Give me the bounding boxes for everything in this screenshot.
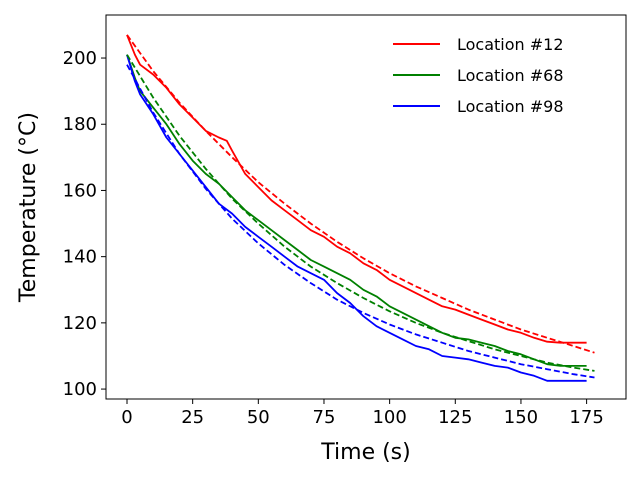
legend-label: Location #12 (457, 35, 564, 54)
y-tick-label: 120 (63, 313, 97, 334)
fit-line-5 (126, 64, 595, 379)
y-axis-label: Temperature (°C) (16, 112, 41, 303)
x-tick-label: 50 (247, 407, 270, 428)
y-tick-label: 200 (63, 48, 97, 69)
x-axis-label: Time (s) (320, 440, 410, 465)
x-tick-label: 125 (438, 407, 472, 428)
y-tick-label: 100 (63, 379, 97, 400)
legend-label: Location #68 (457, 66, 564, 85)
legend: Location #12 Location #68 Location #98 (393, 35, 564, 116)
x-tick-label: 150 (504, 407, 538, 428)
y-tick-label: 180 (63, 114, 97, 135)
x-tick-label: 0 (121, 407, 132, 428)
y-tick-label: 160 (63, 180, 97, 201)
fit-line-3 (126, 34, 595, 354)
series-layer (126, 34, 595, 382)
x-tick-label: 100 (372, 407, 406, 428)
y-tick-label: 140 (63, 247, 97, 268)
plot-frame (105, 14, 627, 400)
fit-line-4 (126, 54, 595, 372)
legend-label: Location #98 (457, 97, 564, 116)
series-line-1 (126, 54, 587, 367)
x-tick-label: 75 (313, 407, 336, 428)
ticks-layer: 0 25 50 75 100 125 150 175 100 120 140 160 180 200 (63, 48, 604, 428)
x-tick-label: 175 (569, 407, 603, 428)
series-line-2 (126, 54, 587, 382)
x-tick-label: 25 (181, 407, 204, 428)
